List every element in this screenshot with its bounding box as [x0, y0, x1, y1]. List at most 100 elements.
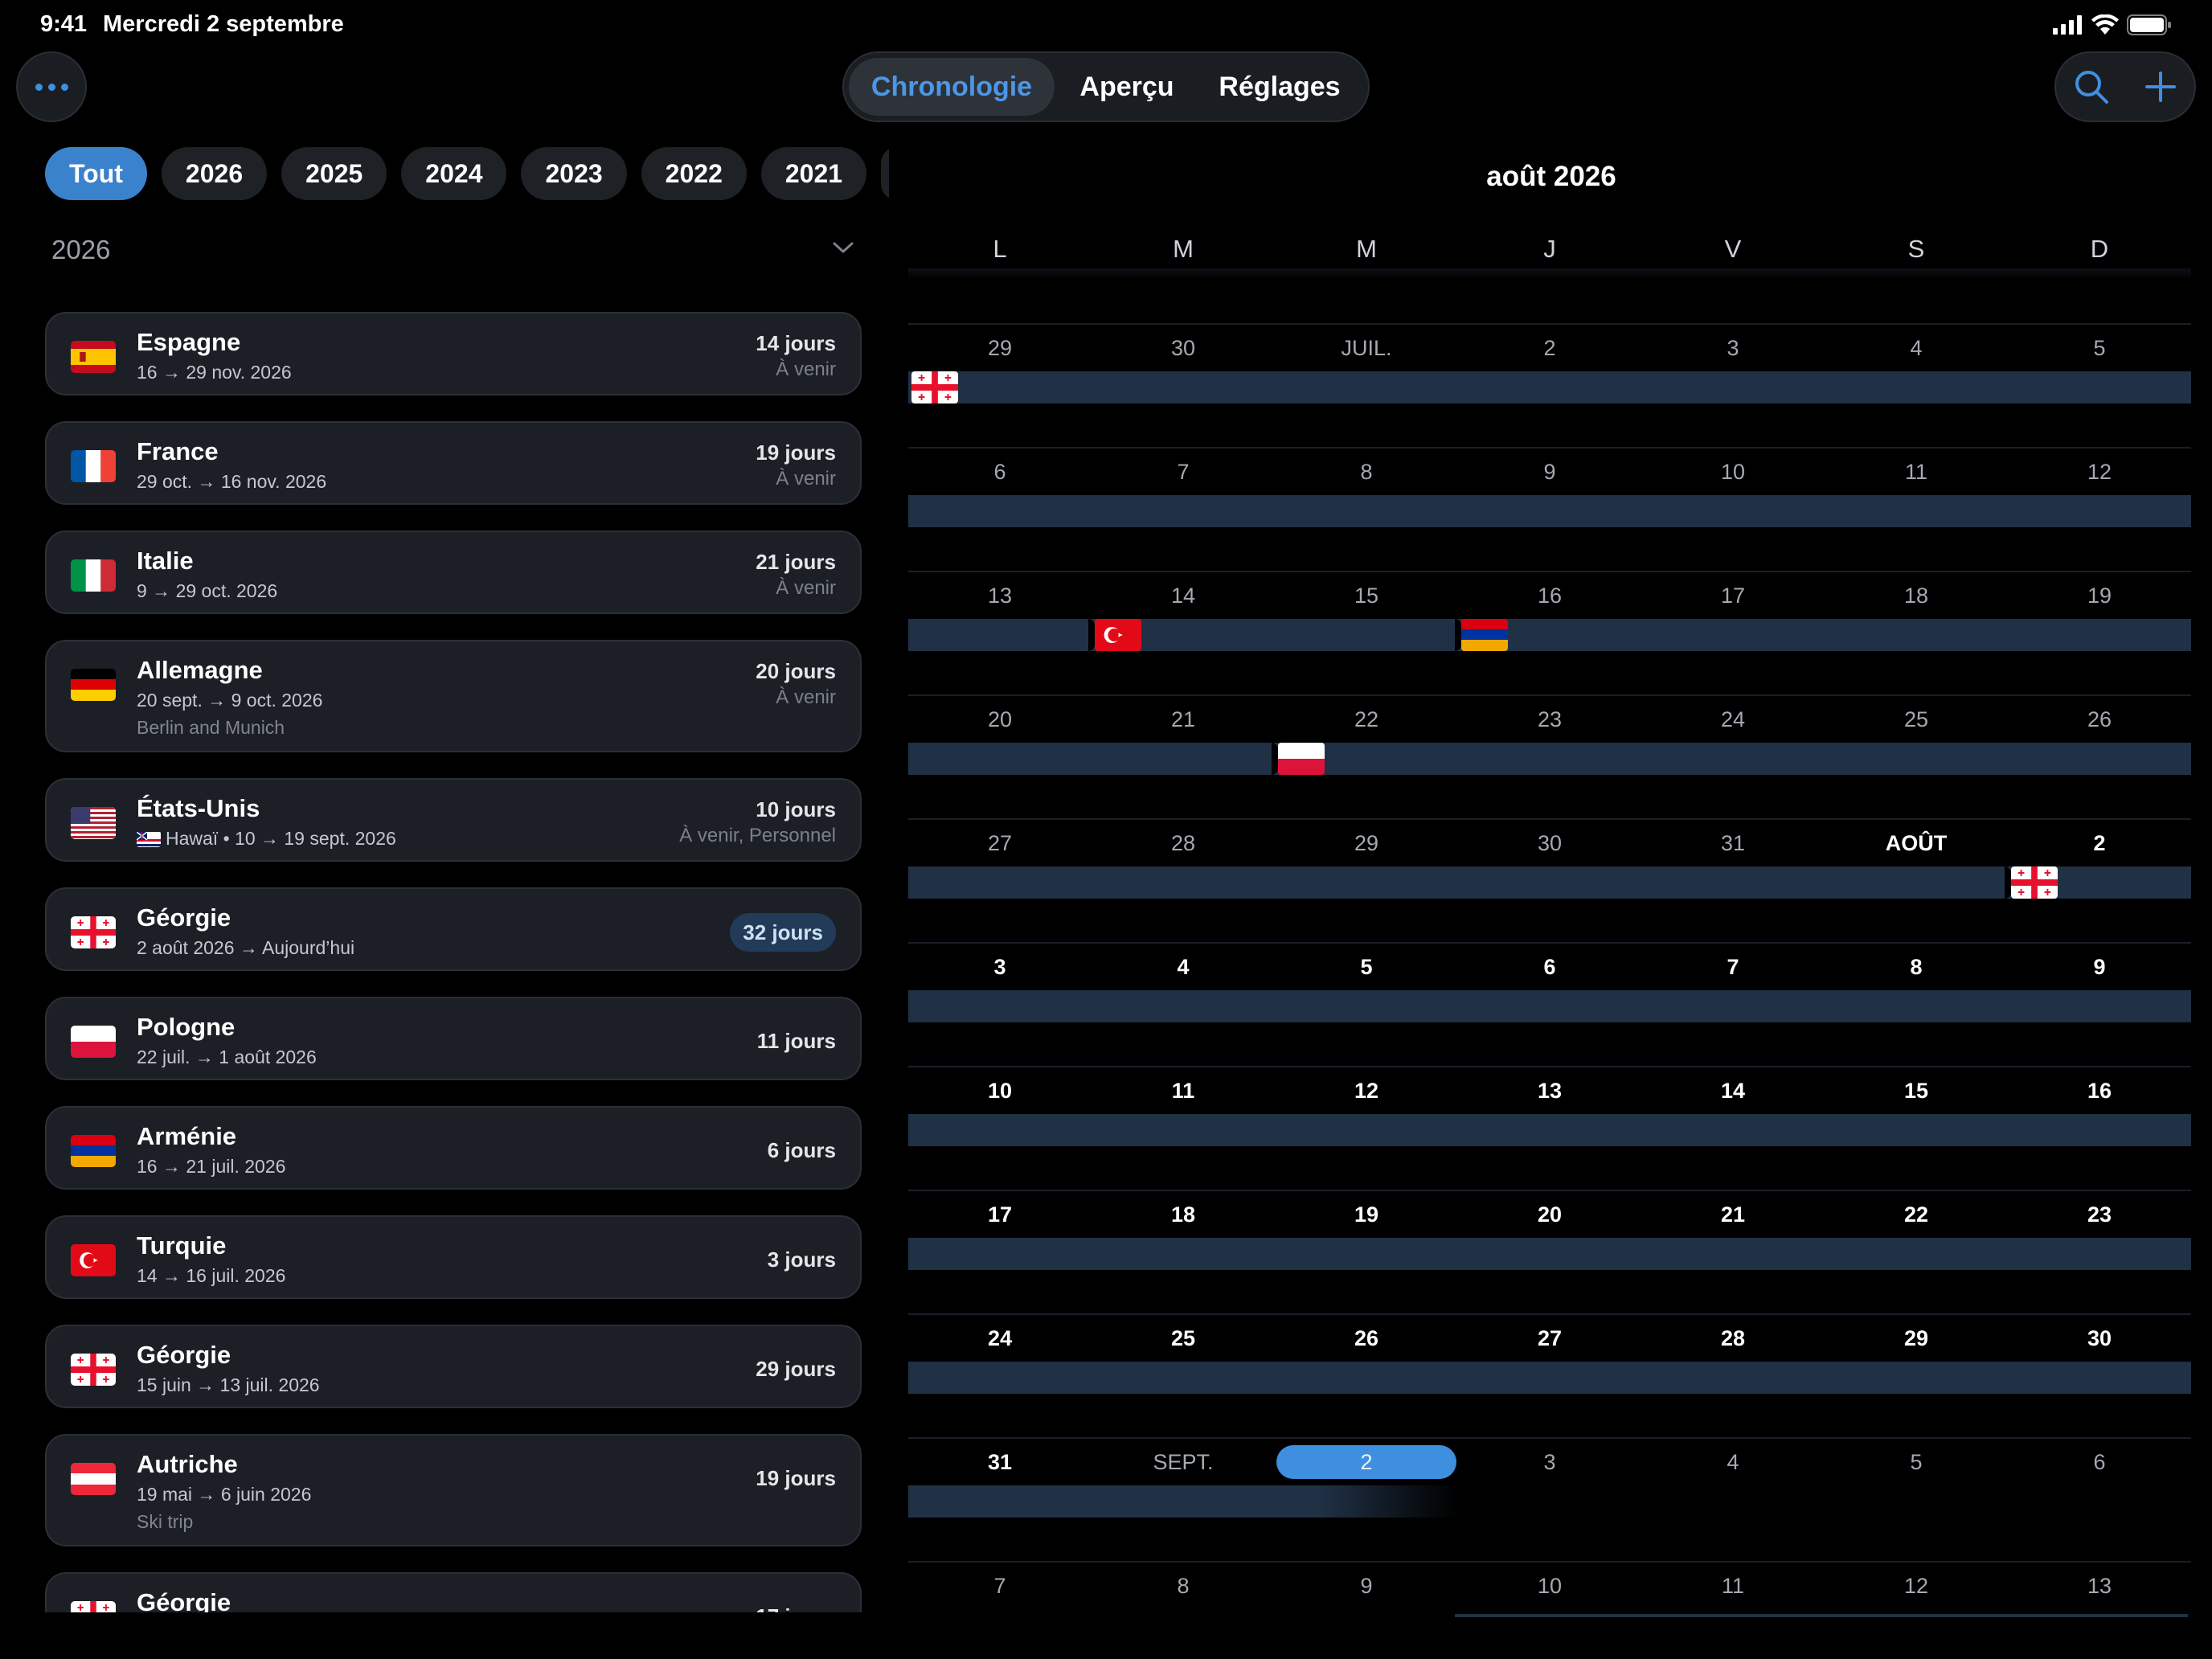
calendar-day[interactable]: 26	[2087, 707, 2112, 731]
chip-2024[interactable]: 2024	[401, 147, 507, 200]
calendar-day[interactable]: 15	[1903, 1079, 1929, 1103]
tab-reglages[interactable]: Réglages	[1219, 71, 1341, 102]
trip-card[interactable]: Géorgie 17 jours	[45, 1572, 862, 1612]
calendar-day[interactable]: 25	[1170, 1326, 1196, 1350]
chip-2022[interactable]: 2022	[641, 147, 747, 200]
chip-more[interactable]	[881, 147, 889, 200]
trip-card[interactable]: Italie 9 → 29 oct. 2026 21 jours À venir	[45, 530, 862, 614]
tab-apercu[interactable]: Aperçu	[1079, 71, 1174, 102]
trip-band[interactable]	[908, 990, 2191, 1022]
calendar-day[interactable]: 30	[1170, 336, 1196, 360]
calendar-day[interactable]: 24	[987, 1326, 1013, 1350]
more-options-button[interactable]	[16, 51, 87, 122]
calendar-day[interactable]: 11	[1721, 1574, 1745, 1598]
calendar-day[interactable]: 4	[1910, 336, 1923, 360]
calendar-day[interactable]: 6	[1543, 955, 1556, 979]
trip-card[interactable]: Arménie 16 → 21 juil. 2026 6 jours	[45, 1106, 862, 1190]
calendar-day[interactable]: 6	[993, 460, 1006, 484]
trip-band[interactable]	[908, 866, 2191, 899]
trip-start-flag-tr-icon[interactable]	[1095, 619, 1141, 651]
calendar-day[interactable]: 28	[1170, 831, 1196, 855]
calendar-day[interactable]: SEPT.	[1153, 1450, 1214, 1474]
trip-start-flag-am-icon[interactable]	[1461, 619, 1508, 651]
trip-band[interactable]	[908, 1485, 1458, 1518]
calendar-day[interactable]: 17	[1720, 584, 1746, 608]
calendar-day[interactable]: 11	[1171, 1079, 1195, 1103]
calendar-day[interactable]: 8	[1177, 1574, 1190, 1598]
trip-start-flag-ge-icon[interactable]	[911, 371, 958, 403]
calendar-day[interactable]: 18	[1170, 1202, 1196, 1227]
chevron-down-icon[interactable]	[833, 241, 854, 254]
calendar-day[interactable]: 3	[993, 955, 1006, 979]
calendar-day[interactable]: 23	[1537, 707, 1563, 731]
trip-start-flag-pl-icon[interactable]	[1278, 743, 1325, 775]
calendar-day[interactable]: 5	[1910, 1450, 1923, 1474]
trip-band[interactable]	[908, 495, 2191, 527]
search-icon[interactable]	[2074, 69, 2109, 104]
trip-card[interactable]: Géorgie 2 août 2026 → Aujourd’hui 32 jou…	[45, 887, 862, 971]
calendar-day[interactable]: 27	[1537, 1326, 1563, 1350]
calendar-day[interactable]: 5	[1360, 955, 1373, 979]
calendar-day[interactable]: 28	[1720, 1326, 1746, 1350]
chip-2025[interactable]: 2025	[281, 147, 387, 200]
calendar-day[interactable]: AOÛT	[1885, 831, 1948, 855]
trip-card[interactable]: Turquie 14 → 16 juil. 2026 3 jours	[45, 1215, 862, 1299]
calendar-day[interactable]: 26	[1354, 1326, 1379, 1350]
calendar-day[interactable]: 21	[1720, 1202, 1746, 1227]
calendar-day[interactable]: 30	[2087, 1326, 2112, 1350]
trip-band[interactable]	[908, 371, 2191, 403]
chip-tout[interactable]: Tout	[45, 147, 147, 200]
trip-card[interactable]: Pologne 22 juil. → 1 août 2026 11 jours	[45, 997, 862, 1080]
calendar-day[interactable]: 7	[993, 1574, 1006, 1598]
calendar-day[interactable]: 6	[2093, 1450, 2106, 1474]
add-icon[interactable]	[2144, 71, 2177, 103]
calendar-day[interactable]: JUIL.	[1341, 336, 1392, 360]
trip-card[interactable]: France 29 oct. → 16 nov. 2026 19 jours À…	[45, 421, 862, 505]
trip-start-flag-ge-icon[interactable]	[2011, 866, 2058, 899]
calendar-day[interactable]: 31	[987, 1450, 1013, 1474]
calendar-day[interactable]: 13	[1537, 1079, 1563, 1103]
trip-band[interactable]	[908, 1362, 2191, 1394]
calendar-day[interactable]: 16	[1537, 584, 1563, 608]
calendar-day[interactable]: 8	[1360, 460, 1373, 484]
calendar-day[interactable]: 10	[987, 1079, 1013, 1103]
trip-band[interactable]	[1455, 1614, 2188, 1617]
calendar-day[interactable]: 13	[2087, 1574, 2112, 1598]
calendar-day[interactable]: 16	[2087, 1079, 2112, 1103]
chip-2026[interactable]: 2026	[161, 147, 268, 200]
calendar-day[interactable]: 7	[1727, 955, 1739, 979]
trip-card[interactable]: Espagne 16 → 29 nov. 2026 14 jours À ven…	[45, 312, 862, 395]
calendar-day[interactable]: 2	[2093, 831, 2106, 855]
calendar-day[interactable]: 14	[1720, 1079, 1746, 1103]
trip-card[interactable]: États-Unis Hawaï • 10 → 19 sept. 2026 10…	[45, 778, 862, 862]
tab-chronologie[interactable]: Chronologie	[849, 58, 1055, 116]
chip-2023[interactable]: 2023	[521, 147, 627, 200]
calendar-day[interactable]: 15	[1354, 584, 1379, 608]
calendar-day[interactable]: 14	[1170, 584, 1196, 608]
trip-card[interactable]: Autriche 19 mai → 6 juin 2026 Ski trip 1…	[45, 1434, 862, 1546]
calendar-day[interactable]: 31	[1720, 831, 1746, 855]
calendar-day[interactable]: 29	[987, 336, 1013, 360]
calendar-day[interactable]: 13	[987, 584, 1013, 608]
trip-card[interactable]: Allemagne 20 sept. → 9 oct. 2026 Berlin …	[45, 640, 862, 752]
calendar-day[interactable]: 19	[2087, 584, 2112, 608]
calendar-day[interactable]: 29	[1903, 1326, 1929, 1350]
trip-band[interactable]	[908, 1238, 2191, 1270]
calendar-day[interactable]: 12	[1354, 1079, 1379, 1103]
calendar-day[interactable]: 20	[1537, 1202, 1563, 1227]
calendar-day[interactable]: 29	[1354, 831, 1379, 855]
calendar-day[interactable]: 25	[1903, 707, 1929, 731]
calendar-day[interactable]: 4	[1177, 955, 1190, 979]
chip-2021[interactable]: 2021	[760, 147, 867, 200]
calendar-day[interactable]: 5	[2093, 336, 2106, 360]
trip-band[interactable]	[908, 743, 2191, 775]
calendar-day[interactable]: 9	[1543, 460, 1556, 484]
calendar-day[interactable]: 7	[1177, 460, 1190, 484]
calendar-day[interactable]: 22	[1354, 707, 1379, 731]
calendar-day[interactable]: 21	[1170, 707, 1196, 731]
calendar-day[interactable]: 24	[1720, 707, 1746, 731]
calendar-day[interactable]: 10	[1537, 1574, 1563, 1598]
calendar-day[interactable]: 23	[2087, 1202, 2112, 1227]
calendar-day[interactable]: 8	[1910, 955, 1923, 979]
calendar-day[interactable]: 3	[1727, 336, 1739, 360]
